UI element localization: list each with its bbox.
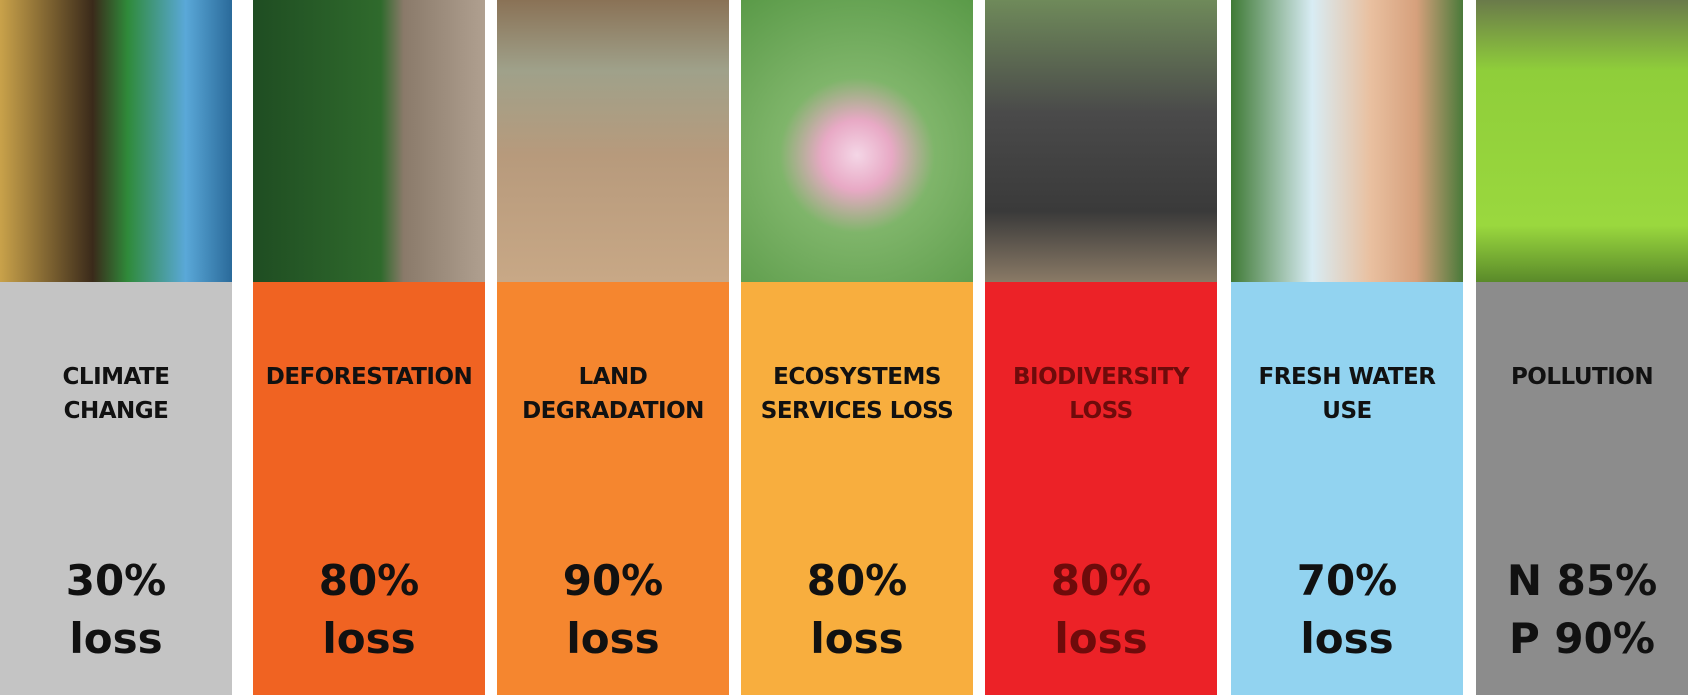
color-panel: LAND DEGRADATION 90% loss — [497, 282, 729, 695]
photo — [1231, 0, 1463, 282]
column-title: ECOSYSTEMS SERVICES LOSS — [760, 364, 954, 424]
column: LAND DEGRADATION 90% loss — [497, 0, 729, 695]
stat-line: loss — [1300, 614, 1394, 663]
stat-value: 70% loss — [1231, 552, 1463, 668]
photo — [497, 0, 729, 282]
column: POLLUTION N 85% P 90% — [1476, 0, 1688, 695]
stat-line: P 90% — [1509, 614, 1655, 663]
column: BIODIVERSITY LOSS 80% loss — [985, 0, 1217, 695]
stat-line: loss — [1054, 614, 1148, 663]
stat-line: 70% — [1296, 556, 1398, 605]
stat-line: loss — [810, 614, 904, 663]
column-title: POLLUTION — [1510, 364, 1654, 390]
stat-value: 80% loss — [985, 552, 1217, 668]
stat-line: 90% — [562, 556, 664, 605]
column-title: LAND DEGRADATION — [522, 364, 704, 424]
column-title: DEFORESTATION — [265, 364, 473, 390]
stat-value: 80% loss — [253, 552, 485, 668]
stat-value: 90% loss — [497, 552, 729, 668]
column: DEFORESTATION 80% loss — [253, 0, 485, 695]
stat-line: 80% — [806, 556, 908, 605]
color-panel: FRESH WATER USE 70% loss — [1231, 282, 1463, 695]
column: ECOSYSTEMS SERVICES LOSS 80% loss — [741, 0, 973, 695]
photo — [985, 0, 1217, 282]
photo — [741, 0, 973, 282]
stat-line: loss — [69, 614, 163, 663]
photo — [1476, 0, 1688, 282]
stat-value: N 85% P 90% — [1476, 552, 1688, 668]
photo — [253, 0, 485, 282]
color-panel: BIODIVERSITY LOSS 80% loss — [985, 282, 1217, 695]
stat-line: N 85% — [1506, 556, 1658, 605]
color-panel: POLLUTION N 85% P 90% — [1476, 282, 1688, 695]
column-title: CLIMATE CHANGE — [62, 364, 170, 424]
stat-line: loss — [322, 614, 416, 663]
stat-value: 30% loss — [0, 552, 232, 668]
stat-line: 30% — [65, 556, 167, 605]
stat-value: 80% loss — [741, 552, 973, 668]
stat-line: 80% — [318, 556, 420, 605]
stat-line: loss — [566, 614, 660, 663]
stat-line: 80% — [1050, 556, 1152, 605]
column-title: FRESH WATER USE — [1258, 364, 1436, 424]
color-panel: CLIMATE CHANGE 30% loss — [0, 282, 232, 695]
color-panel: ECOSYSTEMS SERVICES LOSS 80% loss — [741, 282, 973, 695]
color-panel: DEFORESTATION 80% loss — [253, 282, 485, 695]
column: FRESH WATER USE 70% loss — [1231, 0, 1463, 695]
column-title: BIODIVERSITY LOSS — [1013, 364, 1189, 424]
photo — [0, 0, 232, 282]
column: CLIMATE CHANGE 30% loss — [0, 0, 232, 695]
